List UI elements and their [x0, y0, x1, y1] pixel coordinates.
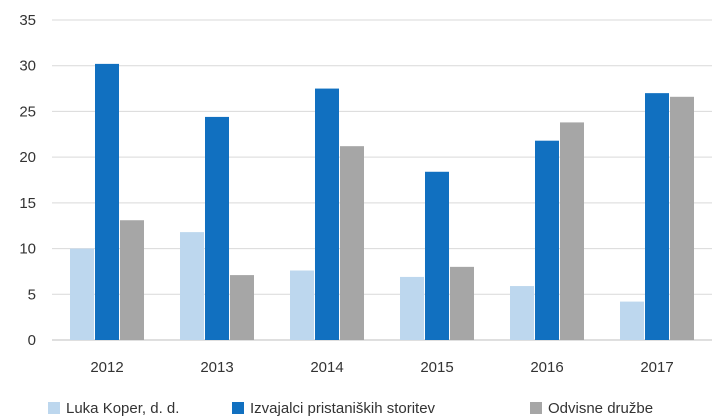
legend-label: Luka Koper, d. d.	[66, 400, 179, 417]
bar-2016-series-1	[510, 286, 534, 340]
bar-2017-series-3	[670, 96, 694, 340]
legend-swatch	[232, 402, 244, 414]
bar-2015-series-2	[425, 171, 449, 340]
bar-2013-series-3	[230, 275, 254, 340]
y-tick-label: 30	[19, 58, 36, 75]
x-tick-label: 2017	[640, 359, 673, 376]
y-tick-label: 10	[19, 241, 36, 258]
bar-2012-series-3	[120, 220, 144, 340]
x-tick-label: 2014	[310, 359, 343, 376]
bar-2017-series-2	[645, 93, 669, 341]
bar-2012-series-1	[70, 248, 94, 340]
bar-2014-series-3	[340, 146, 364, 340]
bar-2014-series-1	[290, 270, 314, 340]
x-tick-label: 2015	[420, 359, 453, 376]
bar-2013-series-2	[205, 116, 229, 341]
y-tick-label: 0	[28, 332, 36, 349]
y-tick-label: 35	[19, 12, 36, 29]
y-tick-label: 20	[19, 149, 36, 166]
bar-2016-series-3	[560, 122, 584, 341]
x-tick-label: 2013	[200, 359, 233, 376]
bars	[70, 63, 694, 341]
legend: Luka Koper, d. d. Izvajalci pristaniških …	[48, 400, 653, 417]
legend-label: Odvisne družbe	[548, 400, 653, 417]
x-tick-label: 2016	[530, 359, 563, 376]
y-tick-label: 5	[28, 286, 36, 303]
y-tick-label: 15	[19, 195, 36, 212]
bar-2016-series-2	[535, 140, 559, 340]
legend-label: Izvajalci pristaniških storitev	[250, 400, 436, 417]
y-tick-label: 25	[19, 103, 36, 120]
legend-swatch	[48, 402, 60, 414]
bar-2013-series-1	[180, 232, 204, 340]
bar-2017-series-1	[620, 301, 644, 340]
bar-2015-series-1	[400, 276, 424, 340]
gridlines	[52, 19, 712, 341]
axes: 0 5 10 15 20 25 30 35 2012 2013 2014 2015 2016 2017	[19, 12, 673, 376]
bar-2012-series-2	[95, 63, 119, 341]
x-tick-label: 2012	[90, 359, 123, 376]
legend-swatch	[530, 402, 542, 414]
bar-2015-series-3	[450, 266, 474, 340]
bar-2014-series-2	[315, 88, 339, 340]
